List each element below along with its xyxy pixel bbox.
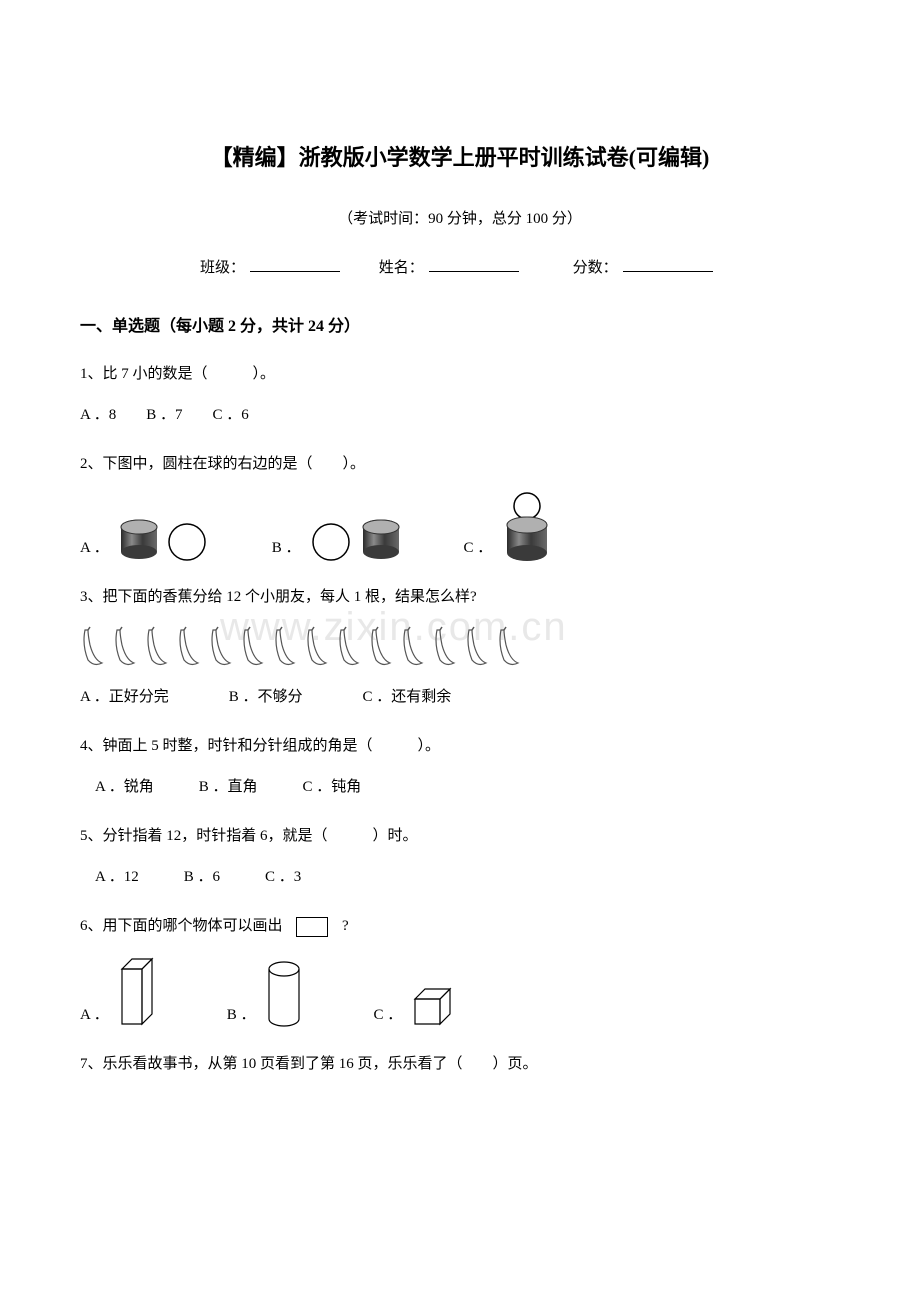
q6-option-b: B ． [227,959,304,1029]
question-1: 1、比 7 小的数是（ ）。 A ．8 B ．7 C ．6 [80,361,840,429]
q5-text: 5、分针指着 12，时针指着 6，就是（ ）时。 [80,823,840,850]
sphere-cylinder-b-icon [309,512,404,562]
q3-options: A ．正好分完 B ．不够分 C ．还有剩余 [80,684,840,711]
q2-b-label: B ． [272,535,301,562]
rectangle-icon [296,917,328,937]
q6-text-before: 6、用下面的哪个物体可以画出 [80,918,283,934]
q1-text: 1、比 7 小的数是（ ）。 [80,361,840,388]
question-6: 6、用下面的哪个物体可以画出 ? A ． B ． [80,913,840,1029]
q6-option-c: C ． [374,984,456,1029]
q2-option-a: A ． [80,512,212,562]
name-blank [429,271,519,272]
cylinder-outline-icon [264,959,304,1029]
q2-option-c: C ． [464,492,556,562]
q6-text: 6、用下面的哪个物体可以画出 ? [80,913,840,940]
name-label: 姓名： [379,260,424,276]
bananas-icon [80,625,530,670]
q6-text-after: ? [342,918,349,934]
sphere-on-cylinder-c-icon [500,492,555,562]
exam-info: （考试时间：90 分钟，总分 100 分） [80,207,840,228]
q7-text: 7、乐乐看故事书，从第 10 页看到了第 16 页，乐乐看了（ ）页。 [80,1051,840,1078]
q6-a-label: A ． [80,1002,109,1029]
question-4: 4、钟面上 5 时整，时针和分针组成的角是（ ）。 A ．锐角 B ．直角 C … [80,733,840,801]
fill-in-line: 班级： 姓名： 分数： [80,256,840,277]
q2-text: 2、下图中，圆柱在球的右边的是（ ）。 [80,451,840,478]
cuboid-icon [117,954,157,1029]
q2-option-b: B ． [272,512,404,562]
cube-icon [410,984,455,1029]
question-3: 3、把下面的香蕉分给 12 个小朋友，每人 1 根，结果怎么样? [80,584,840,711]
q4-options: A ．锐角 B ．直角 C ．钝角 [80,774,840,801]
class-blank [250,271,340,272]
page-content: 【精编】浙教版小学数学上册平时训练试卷(可编辑) （考试时间：90 分钟，总分 … [80,140,840,1078]
q6-options: A ． B ． C ． [80,954,840,1029]
q4-text: 4、钟面上 5 时整，时针和分针组成的角是（ ）。 [80,733,840,760]
score-blank [623,271,713,272]
cylinder-sphere-a-icon [117,512,212,562]
q2-c-label: C ． [464,535,493,562]
question-2: 2、下图中，圆柱在球的右边的是（ ）。 A ． [80,451,840,562]
question-7: 7、乐乐看故事书，从第 10 页看到了第 16 页，乐乐看了（ ）页。 [80,1051,840,1078]
score-label: 分数： [573,260,618,276]
q3-text: 3、把下面的香蕉分给 12 个小朋友，每人 1 根，结果怎么样? [80,584,840,611]
q6-option-a: A ． [80,954,157,1029]
q5-options: A ．12 B ．6 C ．3 [80,864,840,891]
q6-c-label: C ． [374,1002,403,1029]
q6-b-label: B ． [227,1002,256,1029]
class-label: 班级： [200,260,245,276]
q2-a-label: A ． [80,535,109,562]
document-title: 【精编】浙教版小学数学上册平时训练试卷(可编辑) [80,140,840,172]
question-5: 5、分针指着 12，时针指着 6，就是（ ）时。 A ．12 B ．6 C ．3 [80,823,840,891]
q1-options: A ．8 B ．7 C ．6 [80,402,840,429]
q2-options: A ． [80,492,840,562]
section-1-header: 一、单选题（每小题 2 分，共计 24 分） [80,312,840,336]
banana-row [80,625,840,670]
